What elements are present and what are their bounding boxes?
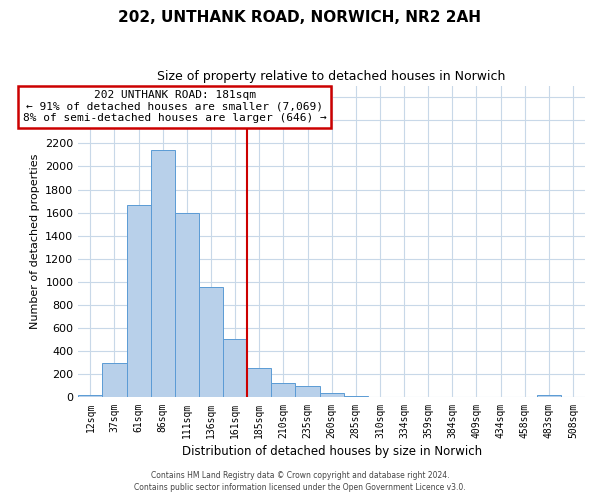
- Bar: [127, 204, 151, 398]
- Bar: [223, 338, 247, 398]
- X-axis label: Distribution of detached houses by size in Norwich: Distribution of detached houses by size …: [182, 444, 482, 458]
- Bar: [79, 395, 103, 398]
- Text: 202, UNTHANK ROAD, NORWICH, NR2 2AH: 202, UNTHANK ROAD, NORWICH, NR2 2AH: [119, 10, 482, 25]
- Bar: [320, 394, 344, 398]
- Bar: [271, 383, 295, 398]
- Bar: [175, 212, 199, 398]
- Bar: [247, 368, 271, 398]
- Title: Size of property relative to detached houses in Norwich: Size of property relative to detached ho…: [157, 70, 506, 83]
- Bar: [151, 150, 175, 398]
- Text: Contains HM Land Registry data © Crown copyright and database right 2024.
Contai: Contains HM Land Registry data © Crown c…: [134, 471, 466, 492]
- Bar: [295, 386, 320, 398]
- Bar: [537, 395, 561, 398]
- Bar: [103, 363, 127, 398]
- Y-axis label: Number of detached properties: Number of detached properties: [29, 154, 40, 329]
- Bar: [368, 396, 392, 398]
- Bar: [199, 286, 223, 398]
- Bar: [344, 396, 368, 398]
- Text: 202 UNTHANK ROAD: 181sqm
← 91% of detached houses are smaller (7,069)
8% of semi: 202 UNTHANK ROAD: 181sqm ← 91% of detach…: [23, 90, 326, 124]
